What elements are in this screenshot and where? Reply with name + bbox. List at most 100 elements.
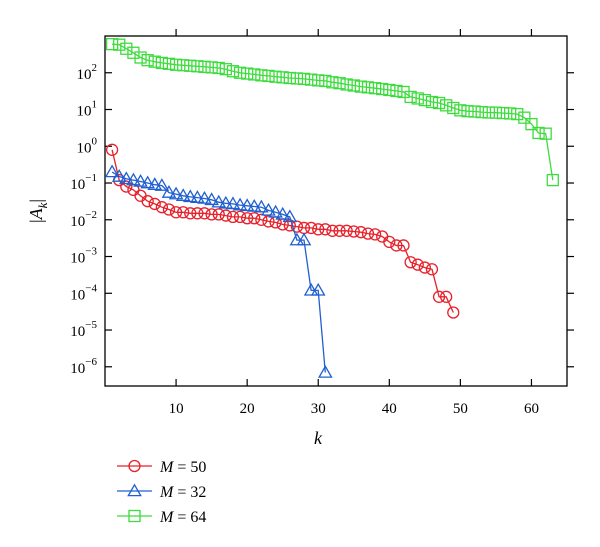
data-point [326,76,339,89]
series-line [111,149,454,313]
data-point [326,224,339,237]
data-point [297,72,311,86]
data-point [475,105,488,119]
data-point [155,201,169,214]
data-point [511,107,524,121]
data-point [340,224,353,237]
data-point [468,105,481,118]
data-point [425,95,439,109]
data-point [340,78,353,91]
data-point [411,258,424,271]
data-point [289,232,305,246]
data-point [304,221,318,235]
data-point [283,71,296,85]
data-point [482,106,495,119]
data-point [105,143,119,156]
data-point [204,192,219,206]
data-point [489,106,503,119]
x-axis-label: k [314,428,323,448]
data-point [432,290,446,303]
series-group [104,38,559,378]
data-point [141,54,154,67]
data-point [390,84,403,98]
data-point [296,232,312,246]
x-tick-label: 60 [524,401,539,417]
x-tick-label: 50 [453,401,468,417]
y-tick-label: 10−6 [70,356,97,377]
legend: M = 50 M = 32 M = 64 [117,459,206,526]
data-point [226,65,240,78]
data-point [140,175,155,189]
data-point [532,126,545,140]
data-point [177,206,190,219]
data-point [175,188,191,202]
data-point [404,256,417,269]
data-point [168,186,184,200]
data-point [390,239,403,252]
data-point [440,290,453,303]
data-point [212,61,225,75]
axis-ticks [105,29,574,386]
data-point [454,104,467,117]
data-point [404,90,417,104]
legend-label: M = 64 [159,509,206,526]
data-point [411,92,424,105]
data-point [383,83,396,97]
data-point [120,42,133,55]
data-point [319,223,332,236]
x-tick-labels: 10 20 30 40 50 60 [169,401,539,417]
data-point [120,180,133,193]
series-line [112,43,554,181]
data-point [418,261,431,274]
data-point [248,68,261,81]
y-tick-label: 101 [77,99,98,120]
data-point [268,204,283,218]
legend-item: M = 64 [117,509,206,526]
data-point [184,207,197,220]
legend-label: M = 32 [159,484,206,501]
data-point [347,225,360,238]
x-tick-label: 20 [240,401,255,417]
data-point [261,202,276,216]
y-tick-label: 102 [77,62,98,83]
data-point [283,219,296,232]
data-point [241,212,254,225]
data-point [425,263,439,276]
y-axis-label: |Ak| [26,199,50,223]
data-point [219,63,232,76]
data-point [275,206,291,220]
data-point [290,220,304,233]
data-point [255,69,268,82]
x-tick-label: 40 [382,401,397,417]
data-point [111,169,127,182]
y-tick-labels: 10−6 10−5 10−4 10−3 10−2 10−1 100 101 102 [70,62,97,377]
data-point [262,69,275,83]
series-triangle [104,164,333,378]
data-point [312,74,325,87]
legend-swatch-marker [128,509,141,523]
data-point [282,209,298,223]
data-point [318,364,333,378]
data-point [154,178,170,191]
data-point [368,228,382,241]
data-point [310,282,326,296]
data-point [383,235,396,249]
legend-swatch-marker [128,459,141,473]
data-point [518,111,531,124]
data-point [127,46,140,59]
data-point [440,99,453,112]
y-axis-label-symbol: A [26,207,46,220]
y-tick-label: 100 [77,135,98,156]
data-point [211,194,227,208]
data-point [155,56,169,70]
y-tick-label: 10−4 [70,282,97,303]
plot-frame [104,35,568,387]
x-tick-label: 10 [169,401,184,417]
data-point [133,173,148,187]
data-point [162,203,176,216]
data-point [134,51,147,64]
data-point [113,38,126,51]
data-point [432,96,446,110]
data-point [219,209,232,222]
